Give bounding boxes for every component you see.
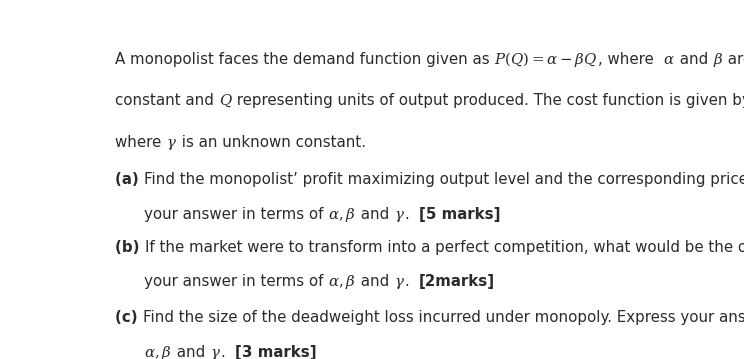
Text: $\beta$: $\beta$ — [713, 51, 723, 69]
Text: .: . — [405, 274, 419, 289]
Text: [2marks]: [2marks] — [419, 274, 496, 289]
Text: Find the monopolist’ profit maximizing output level and the corresponding price : Find the monopolist’ profit maximizing o… — [144, 172, 744, 187]
Text: is an unknown constant.: is an unknown constant. — [177, 135, 366, 150]
Text: (c): (c) — [115, 310, 143, 325]
Text: representing units of output produced. The cost function is given by: representing units of output produced. T… — [232, 93, 744, 108]
Text: and: and — [172, 345, 210, 359]
Text: and: and — [356, 274, 394, 289]
Text: (b): (b) — [115, 240, 144, 255]
Text: $\gamma$: $\gamma$ — [166, 137, 177, 152]
Text: (a): (a) — [115, 172, 144, 187]
Text: and: and — [356, 207, 394, 222]
Text: $P(Q) = \alpha - \beta Q$: $P(Q) = \alpha - \beta Q$ — [494, 50, 597, 69]
Text: [5 marks]: [5 marks] — [419, 207, 501, 222]
Text: $\alpha$: $\alpha$ — [663, 52, 675, 67]
Text: constant and: constant and — [115, 93, 219, 108]
Text: $\alpha, \beta$: $\alpha, \beta$ — [328, 273, 356, 292]
Text: If the market were to transform into a perfect competition, what would be the ou: If the market were to transform into a p… — [144, 240, 744, 255]
Text: , where: , where — [597, 52, 663, 67]
Text: [3 marks]: [3 marks] — [235, 345, 316, 359]
Text: $Q$: $Q$ — [219, 93, 232, 109]
Text: A monopolist faces the demand function given as: A monopolist faces the demand function g… — [115, 52, 494, 67]
Text: are unknown: are unknown — [723, 52, 744, 67]
Text: Find the size of the deadweight loss incurred under monopoly. Express your answe: Find the size of the deadweight loss inc… — [143, 310, 744, 325]
Text: .: . — [405, 207, 419, 222]
Text: $\gamma$: $\gamma$ — [394, 209, 405, 224]
Text: and: and — [675, 52, 713, 67]
Text: $\gamma$: $\gamma$ — [394, 276, 405, 292]
Text: $\alpha, \beta$: $\alpha, \beta$ — [144, 344, 172, 359]
Text: your answer in terms of: your answer in terms of — [144, 274, 328, 289]
Text: $\alpha, \beta$: $\alpha, \beta$ — [328, 206, 356, 224]
Text: $\gamma$: $\gamma$ — [210, 347, 220, 359]
Text: where: where — [115, 135, 166, 150]
Text: your answer in terms of: your answer in terms of — [144, 207, 328, 222]
Text: .: . — [220, 345, 235, 359]
